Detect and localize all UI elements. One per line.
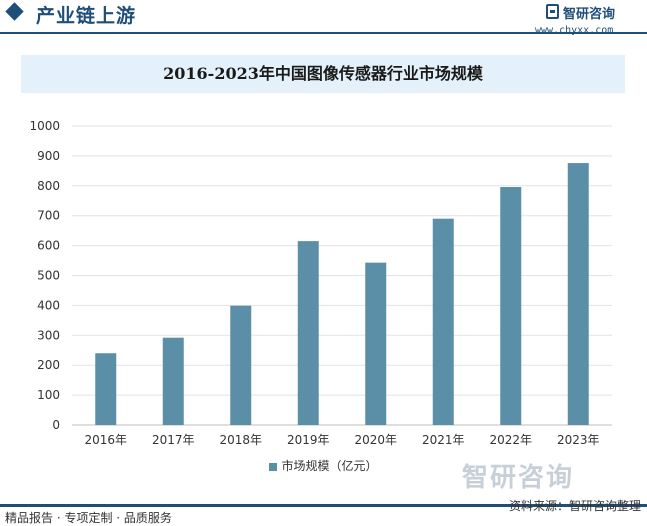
header-divider bbox=[0, 32, 647, 34]
chart-title-box: 2016-2023年中国图像传感器行业市场规模 bbox=[21, 55, 625, 93]
y-tick-label: 900 bbox=[37, 149, 60, 163]
bar bbox=[365, 262, 387, 425]
bar bbox=[500, 186, 522, 425]
chart-legend: 市场规模（亿元） bbox=[0, 457, 647, 474]
x-tick-label: 2023年 bbox=[557, 433, 600, 447]
header: 产业链上游 智研咨询 www.chyxx.com bbox=[0, 0, 647, 36]
y-tick-label: 700 bbox=[37, 209, 60, 223]
y-tick-label: 300 bbox=[37, 328, 60, 342]
y-tick-label: 800 bbox=[37, 179, 60, 193]
y-tick-label: 400 bbox=[37, 298, 60, 312]
bar bbox=[95, 353, 117, 425]
y-tick-label: 500 bbox=[37, 269, 60, 283]
source-note: 资料来源：智研咨询整理 bbox=[508, 499, 641, 513]
y-tick-label: 200 bbox=[37, 358, 60, 372]
y-tick-label: 0 bbox=[52, 418, 60, 432]
x-tick-label: 2019年 bbox=[287, 433, 330, 447]
x-tick-label: 2022年 bbox=[489, 433, 532, 447]
x-tick-label: 2021年 bbox=[422, 433, 465, 447]
watermark-logo: 智研咨询 bbox=[462, 463, 575, 493]
x-tick-label: 2016年 bbox=[84, 433, 127, 447]
bar bbox=[432, 218, 454, 425]
x-tick-label: 2020年 bbox=[354, 433, 397, 447]
bar bbox=[230, 305, 252, 425]
bar bbox=[567, 163, 589, 426]
bar bbox=[297, 241, 319, 425]
y-tick-label: 100 bbox=[37, 388, 60, 402]
section-title: 产业链上游 bbox=[36, 5, 137, 27]
x-tick-label: 2018年 bbox=[219, 433, 262, 447]
footer-tagline: 精品报告 · 专项定制 · 品质服务 bbox=[5, 511, 172, 525]
chart-title: 2016-2023年中国图像传感器行业市场规模 bbox=[163, 64, 483, 83]
brand-url: www.chyxx.com bbox=[535, 25, 614, 36]
legend-label: 市场规模（亿元） bbox=[281, 459, 378, 473]
brand-logo-icon bbox=[546, 4, 559, 19]
x-tick-label: 2017年 bbox=[152, 433, 195, 447]
brand-name: 智研咨询 bbox=[563, 7, 616, 22]
legend-swatch bbox=[269, 462, 278, 471]
footer-bar bbox=[0, 504, 647, 507]
bar bbox=[162, 337, 184, 425]
y-tick-label: 1000 bbox=[29, 119, 60, 133]
y-tick-label: 600 bbox=[37, 239, 60, 253]
brand-logo: 智研咨询 www.chyxx.com bbox=[535, 3, 639, 37]
